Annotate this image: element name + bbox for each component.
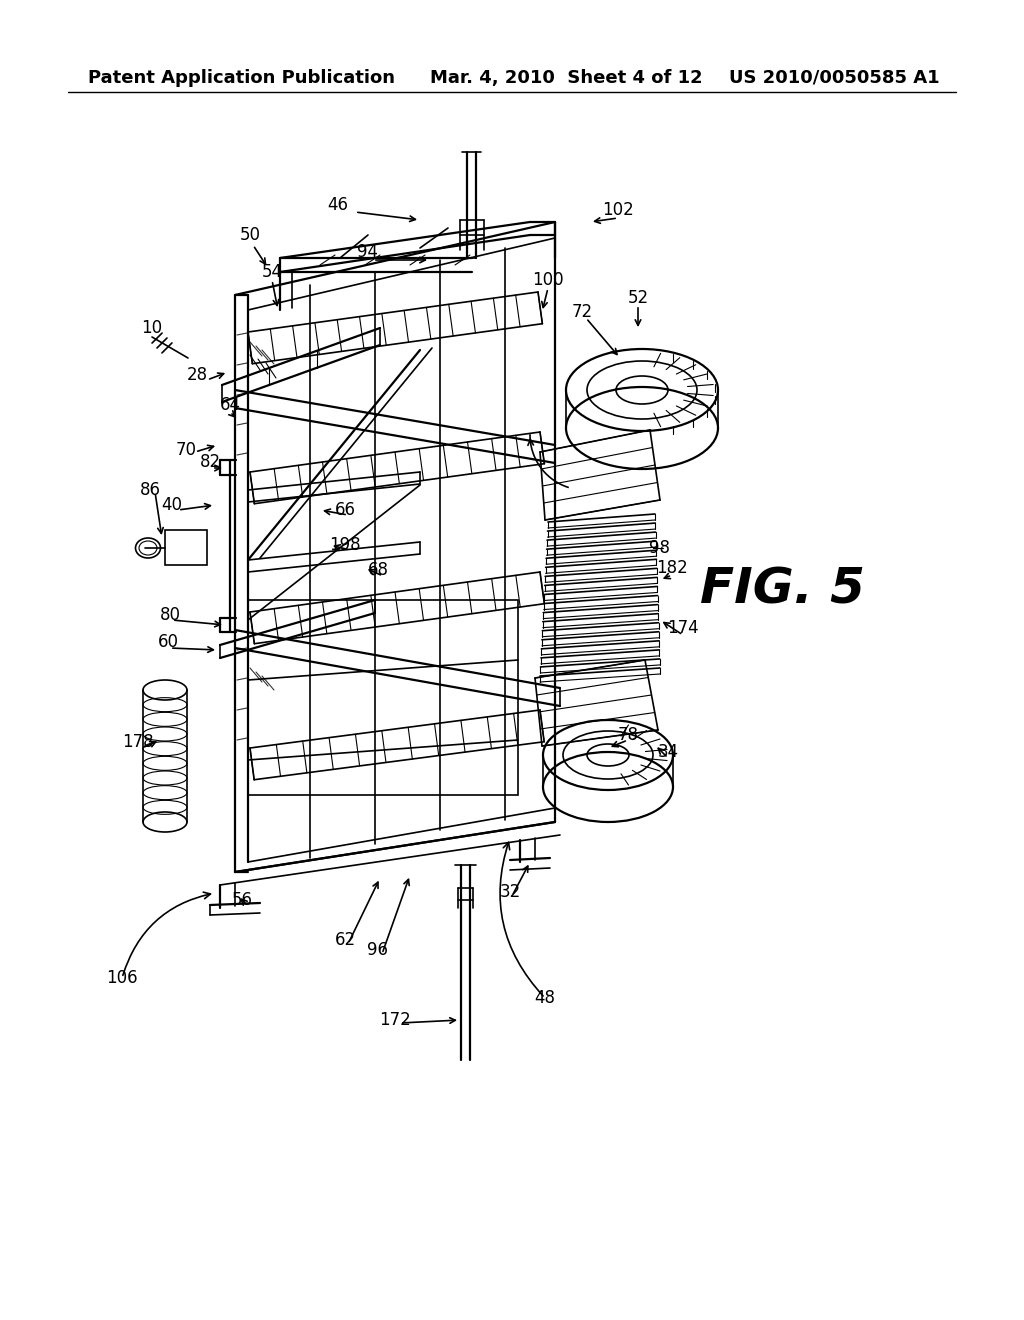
Text: 52: 52: [628, 289, 648, 308]
Text: 72: 72: [571, 304, 593, 321]
Text: 60: 60: [158, 634, 178, 651]
Text: 182: 182: [656, 558, 688, 577]
Text: Mar. 4, 2010  Sheet 4 of 12: Mar. 4, 2010 Sheet 4 of 12: [430, 69, 702, 87]
Text: 70: 70: [175, 441, 197, 459]
Text: 198: 198: [329, 536, 360, 554]
Text: 172: 172: [379, 1011, 411, 1030]
Text: 78: 78: [617, 726, 639, 744]
Text: 82: 82: [200, 453, 220, 471]
Text: 56: 56: [231, 891, 253, 909]
Text: 46: 46: [328, 195, 348, 214]
Text: 100: 100: [532, 271, 564, 289]
Text: 94: 94: [357, 243, 379, 261]
Text: 102: 102: [602, 201, 634, 219]
Text: 174: 174: [668, 619, 698, 638]
Text: 34: 34: [657, 743, 679, 762]
Text: Patent Application Publication: Patent Application Publication: [88, 69, 395, 87]
Text: 32: 32: [500, 883, 520, 902]
Text: 64: 64: [219, 396, 241, 414]
Text: 10: 10: [141, 319, 163, 337]
Text: 40: 40: [162, 496, 182, 513]
Bar: [248, 601, 518, 795]
Text: 28: 28: [186, 366, 208, 384]
Text: US 2010/0050585 A1: US 2010/0050585 A1: [729, 69, 940, 87]
Text: 54: 54: [261, 263, 283, 281]
Text: 68: 68: [368, 561, 388, 579]
Text: 178: 178: [122, 733, 154, 751]
Text: 86: 86: [139, 480, 161, 499]
Text: 80: 80: [160, 606, 180, 624]
Text: 48: 48: [535, 989, 555, 1007]
Text: 66: 66: [335, 502, 355, 519]
Bar: [165, 531, 207, 565]
Text: FIG. 5: FIG. 5: [700, 566, 865, 614]
Text: 98: 98: [649, 539, 671, 557]
Text: 50: 50: [240, 226, 260, 244]
Text: 106: 106: [106, 969, 138, 987]
Text: 96: 96: [368, 941, 388, 960]
Text: 62: 62: [335, 931, 355, 949]
